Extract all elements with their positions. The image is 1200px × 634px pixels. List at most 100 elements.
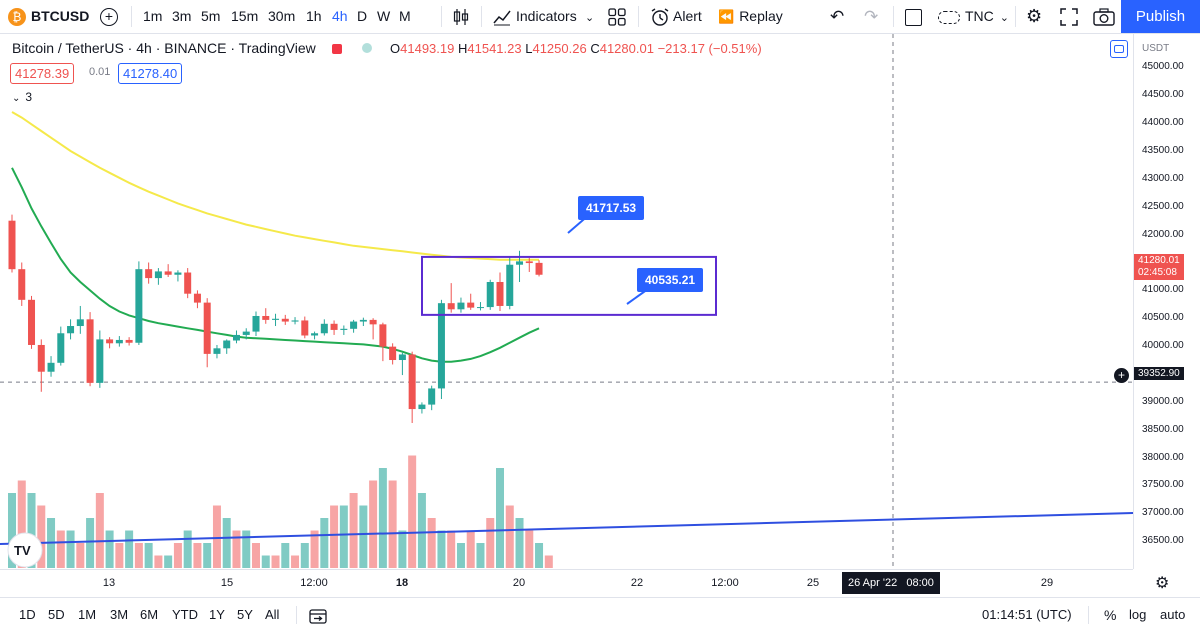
auto-scale-toggle[interactable]: auto — [1160, 607, 1186, 622]
candle-body — [496, 281, 504, 306]
price-scale-label: 43000.00 — [1142, 172, 1184, 184]
range-1d[interactable]: 1D — [19, 607, 36, 622]
currency-label[interactable]: USDT — [1142, 43, 1170, 54]
timeframe-d[interactable]: D — [357, 8, 368, 24]
price-scale-label: 43500.00 — [1142, 145, 1184, 157]
percent-scale-toggle[interactable]: % — [1104, 607, 1117, 623]
cloud-icon — [938, 10, 960, 24]
candle-body — [281, 318, 289, 322]
compare-symbol-button[interactable]: + — [100, 0, 118, 33]
candle-body — [516, 261, 524, 265]
timeframe-m[interactable]: M — [399, 8, 411, 24]
flag-icon[interactable] — [331, 42, 343, 54]
time-label: 18 — [395, 577, 409, 589]
replay-button[interactable]: ⏪ Replay — [718, 0, 783, 33]
alert-button[interactable]: Alert — [650, 0, 702, 33]
indicators-collapse-toggle[interactable]: ⌄ 3 — [12, 90, 32, 104]
timeframe-4h[interactable]: 4h — [332, 8, 348, 24]
volume-bar — [456, 543, 465, 568]
volume-bar — [515, 518, 524, 568]
candle-body — [359, 319, 367, 322]
volume-bar — [144, 543, 153, 568]
undo-button[interactable]: ↶ — [830, 0, 844, 33]
volume-bar — [37, 505, 46, 568]
snapshot-button[interactable] — [1093, 0, 1115, 33]
candle-body — [8, 220, 16, 270]
candle-body — [291, 320, 299, 322]
volume-bar — [535, 543, 544, 568]
range-5d[interactable]: 5D — [48, 607, 65, 622]
utc-clock[interactable]: 01:14:51 (UTC) — [982, 607, 1072, 622]
range-ytd[interactable]: YTD — [172, 607, 198, 622]
candle-body — [447, 303, 455, 310]
auto-scale-button[interactable] — [1110, 40, 1128, 58]
volume-bar — [369, 480, 378, 568]
range-1m[interactable]: 1M — [78, 607, 97, 622]
log-scale-toggle[interactable]: log — [1129, 607, 1147, 622]
redo-button[interactable]: ↷ — [864, 0, 878, 33]
indicators-dropdown[interactable]: ⌄ — [585, 0, 594, 33]
volume-bar — [486, 518, 495, 568]
time-label: 20 — [512, 577, 526, 589]
volume-bar — [164, 555, 173, 568]
chart-pane[interactable]: TV — [0, 34, 1133, 569]
volume-bar — [183, 530, 192, 568]
range-5y[interactable]: 5Y — [237, 607, 253, 622]
volume-bar — [320, 518, 329, 568]
range-1y[interactable]: 1Y — [209, 607, 225, 622]
timeframe-5m[interactable]: 5m — [201, 8, 221, 24]
timeframe-3m[interactable]: 3m — [172, 8, 192, 24]
indicators-button[interactable]: Indicators — [492, 0, 577, 33]
price-scale-label: 45000.00 — [1142, 61, 1184, 73]
fullscreen-button[interactable] — [1060, 0, 1078, 33]
timeframe-w[interactable]: W — [377, 8, 391, 24]
lower-price-callout[interactable]: 40535.21 — [637, 268, 704, 292]
ma-slow-line — [11, 111, 540, 261]
time-label: 13 — [102, 577, 116, 589]
candle-body — [262, 315, 270, 320]
volume-bar — [300, 543, 309, 568]
volume-bar — [427, 518, 436, 568]
price-scale-label: 38500.00 — [1142, 423, 1184, 435]
add-alert-plus-icon[interactable]: + — [1114, 368, 1129, 383]
timeframe-15m[interactable]: 15m — [231, 8, 259, 24]
volume-bar — [447, 530, 456, 568]
time-scale[interactable]: 13 15 12:00 18 20 22 12:00 25 29 26 Apr … — [0, 569, 1133, 597]
indicators-icon — [493, 10, 511, 26]
volume-bar — [349, 493, 358, 568]
volume-bar — [408, 455, 417, 568]
candle-body — [389, 346, 397, 361]
layout-name-button[interactable]: TNC ⌄ — [938, 0, 1009, 33]
volume-bar — [56, 530, 65, 568]
volume-bar — [212, 505, 221, 568]
price-chart[interactable]: TV — [0, 34, 1133, 569]
candle-body — [369, 319, 377, 325]
range-6m[interactable]: 6M — [140, 607, 159, 622]
layouts-button[interactable] — [608, 0, 626, 33]
candle-body — [37, 344, 45, 372]
chevron-down-icon: ⌄ — [12, 93, 21, 104]
volume-bar — [330, 505, 339, 568]
go-to-date-button[interactable] — [309, 598, 327, 632]
publish-button[interactable]: Publish — [1121, 0, 1200, 33]
sell-price-button[interactable]: 41278.39 — [10, 63, 75, 84]
top-toolbar: ₿ BTCUSD + 1m 3m 5m 15m 30m 1h 4h D W M I… — [0, 0, 1200, 34]
timeframe-30m[interactable]: 30m — [268, 8, 296, 24]
settings-button[interactable]: ⚙ — [1026, 0, 1042, 33]
buy-price-button[interactable]: 41278.40 — [118, 63, 183, 84]
upper-price-callout[interactable]: 41717.53 — [578, 196, 645, 220]
price-scale[interactable]: USDT 45000.00 44500.00 44000.00 43500.00 430… — [1133, 34, 1200, 569]
range-3m[interactable]: 3M — [110, 607, 129, 622]
symbol-search-button[interactable]: ₿ BTCUSD — [8, 0, 89, 33]
time-scale-settings-button[interactable]: ⚙ — [1155, 573, 1169, 593]
fullscreen-layout-button[interactable] — [905, 0, 922, 33]
timeframe-1m[interactable]: 1m — [143, 8, 163, 24]
volume-bar — [496, 468, 504, 568]
range-all[interactable]: All — [265, 607, 280, 622]
timeframe-1h[interactable]: 1h — [306, 8, 322, 24]
alarm-clock-icon — [651, 8, 669, 26]
chart-type-button[interactable] — [452, 0, 470, 33]
series-title[interactable]: Bitcoin / TetherUS · 4h · BINANCE · Trad… — [12, 40, 316, 56]
range-box — [421, 255, 717, 316]
tradingview-logo-icon[interactable]: TV — [7, 532, 43, 568]
